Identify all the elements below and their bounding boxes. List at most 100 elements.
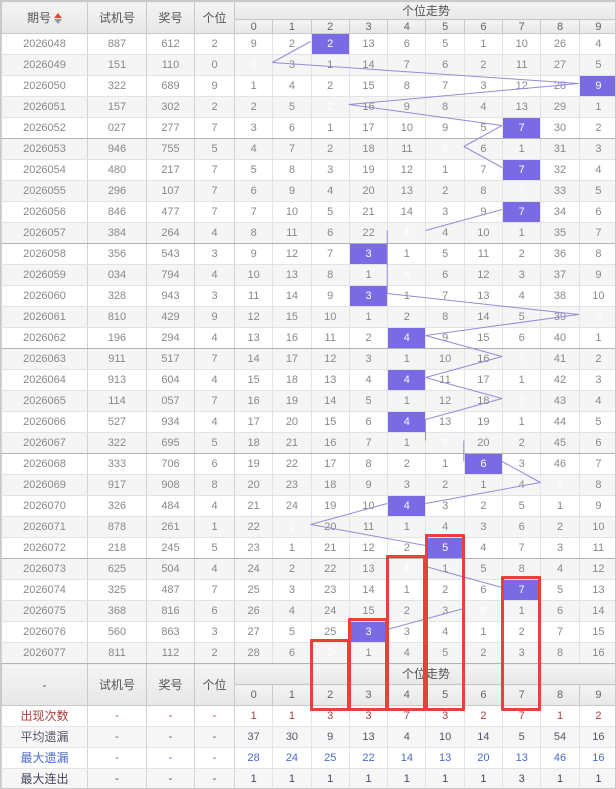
stat-dash-cell: - [87, 768, 147, 788]
test-number-cell: 296 [87, 180, 147, 202]
period-cell: 2026054 [1, 159, 88, 181]
stat-label[interactable]: 最大连出 [1, 768, 88, 788]
trend-cell: 5 [272, 621, 312, 643]
sort-desc-icon[interactable] [54, 19, 62, 25]
trend-cell: 17 [348, 117, 389, 139]
table-row: 2026063 911 517 7 14 17 12 3 1 10 16 7 41 2 [1, 348, 615, 370]
trend-cell-hit: 8 [540, 474, 580, 496]
trend-cell: 5 [578, 180, 615, 202]
trend-cell: 4 [540, 558, 580, 580]
unit-digit-cell: 7 [194, 390, 235, 412]
trend-cell: 10 [425, 348, 465, 370]
trend-cell: 3 [578, 369, 615, 391]
period-sort-header[interactable]: 期号 [1, 1, 88, 34]
footer-digit-header-0: 0 [233, 684, 274, 706]
test-number-cell: 810 [87, 306, 147, 328]
trend-cell: 8 [463, 180, 504, 202]
trend-cell: 1 [502, 411, 542, 433]
trend-cell: 7 [348, 432, 389, 454]
trend-cell: 11 [310, 327, 350, 349]
footer-trend-title: 个位走势 [233, 663, 615, 685]
trend-cell: 3 [272, 579, 312, 601]
stat-value-cell: 54 [540, 726, 580, 748]
unit-digit-cell: 6 [194, 600, 235, 622]
stat-dash-cell: - [87, 705, 147, 727]
trend-cell: 9 [578, 495, 615, 517]
trend-cell: 2 [540, 516, 580, 538]
trend-cell: 6 [425, 264, 465, 286]
period-cell: 2026070 [1, 495, 88, 517]
trend-cell: 18 [310, 474, 350, 496]
stat-dash-cell: - [194, 768, 235, 788]
trend-cell: 10 [310, 306, 350, 328]
trend-cell: 4 [578, 390, 615, 412]
trend-cell: 2 [578, 117, 615, 139]
prize-number-cell: 107 [146, 180, 195, 202]
stat-value-cell: 1 [540, 705, 580, 727]
digit-header-5: 5 [425, 19, 465, 34]
stat-row-occurrences: 出现次数 - - -1 1 3 3 7 3 2 7 1 2 [1, 705, 615, 727]
stat-dash-cell: - [194, 705, 235, 727]
sort-icons[interactable] [54, 13, 62, 25]
trend-cell: 22 [310, 558, 350, 580]
prize-number-cell: 943 [146, 285, 195, 307]
stat-label[interactable]: 平均遗漏 [1, 726, 88, 748]
stat-value-cell: 1 [233, 705, 274, 727]
trend-cell: 3 [463, 75, 504, 97]
footer-digit-header-5: 5 [425, 684, 465, 706]
sort-asc-icon[interactable] [54, 13, 62, 19]
stat-value-cell: 20 [463, 747, 504, 769]
trend-cell: 7 [463, 159, 504, 181]
trend-cell: 4 [425, 516, 465, 538]
stat-value-cell: 3 [502, 768, 542, 788]
period-header-label: 期号 [26, 11, 51, 25]
period-cell: 2026055 [1, 180, 88, 202]
trend-cell: 13 [387, 180, 427, 202]
digit-header-3: 3 [348, 19, 389, 34]
trend-cell: 6 [502, 516, 542, 538]
stat-label[interactable]: 出现次数 [1, 705, 88, 727]
trend-cell: 27 [540, 54, 580, 76]
trend-cell: 27 [233, 621, 274, 643]
trend-cell: 5 [463, 558, 504, 580]
test-number-cell: 368 [87, 600, 147, 622]
table-row: 2026057 384 264 4 8 11 6 22 4 4 10 1 35 7 [1, 222, 615, 244]
prize-number-cell: 794 [146, 264, 195, 286]
trend-cell: 45 [540, 432, 580, 454]
trend-cell: 6 [272, 117, 312, 139]
trend-cell: 17 [463, 369, 504, 391]
trend-cell: 4 [272, 75, 312, 97]
period-cell: 2026052 [1, 117, 88, 139]
trend-cell: 13 [578, 579, 615, 601]
test-number-cell: 027 [87, 117, 147, 139]
trend-cell: 3 [387, 474, 427, 496]
trend-cell: 6 [233, 180, 274, 202]
trend-cell: 6 [540, 600, 580, 622]
prize-number-cell: 504 [146, 558, 195, 580]
trend-cell: 13 [425, 411, 465, 433]
footer-test-header: 试机号 [87, 663, 147, 706]
trend-cell: 7 [425, 75, 465, 97]
trend-cell: 8 [578, 243, 615, 265]
trend-cell: 1 [463, 33, 504, 55]
trend-cell: 35 [540, 222, 580, 244]
period-cell: 2026072 [1, 537, 88, 559]
test-number-cell: 887 [87, 33, 147, 55]
trend-cell: 10 [502, 33, 542, 55]
trend-cell: 31 [540, 138, 580, 160]
trend-cell: 44 [540, 411, 580, 433]
prize-number-cell: 612 [146, 33, 195, 55]
digit-header-7: 7 [502, 19, 542, 34]
footer-prize-header: 奖号 [146, 663, 195, 706]
trend-cell: 9 [425, 117, 465, 139]
trend-cell: 22 [348, 222, 389, 244]
trend-cell: 5 [463, 117, 504, 139]
trend-cell: 4 [272, 600, 312, 622]
stat-label[interactable]: 最大遗漏 [1, 747, 88, 769]
trend-cell: 8 [425, 96, 465, 118]
prize-number-cell: 755 [146, 138, 195, 160]
prize-number-cell: 863 [146, 621, 195, 643]
period-cell: 2026074 [1, 579, 88, 601]
trend-cell-hit: 0 [233, 54, 274, 76]
